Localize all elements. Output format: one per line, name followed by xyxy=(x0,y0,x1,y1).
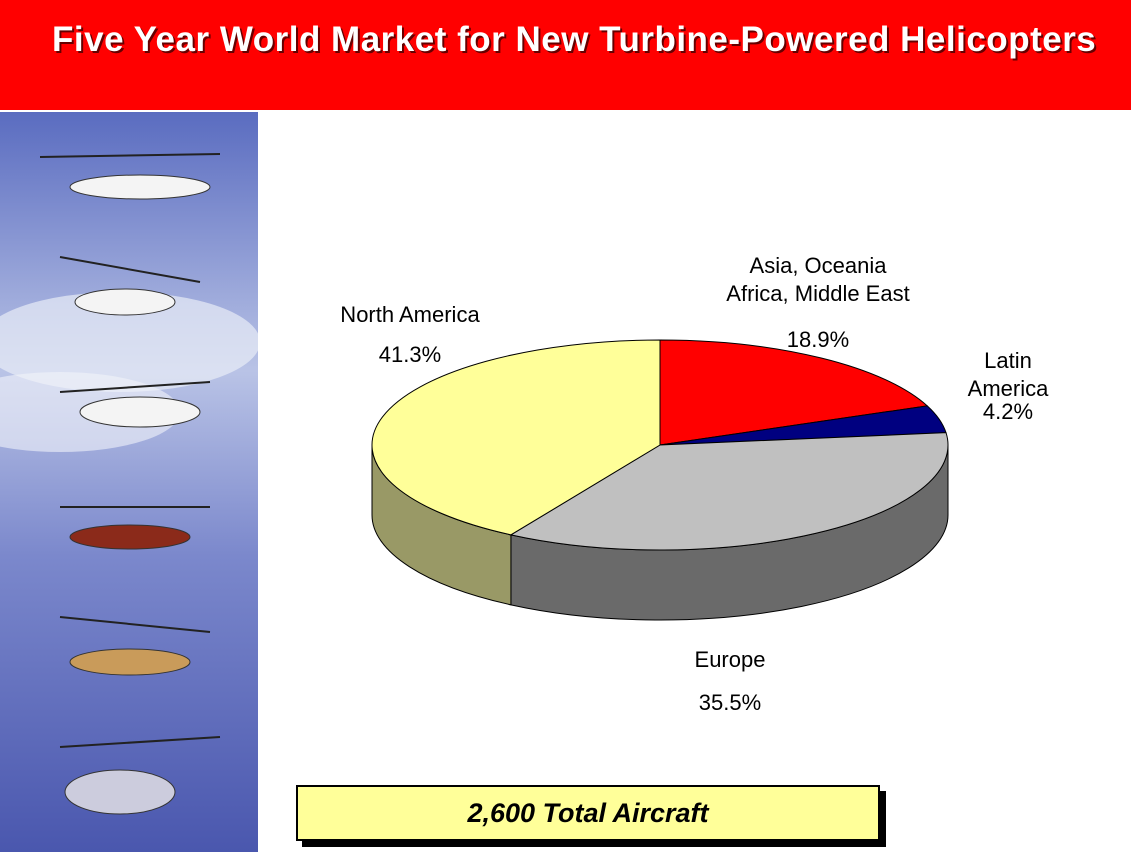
pie-slice xyxy=(509,432,949,551)
slice-value-label: 4.2% xyxy=(982,399,1034,424)
slice-label: Latin America xyxy=(967,348,1049,401)
slice-label: North America xyxy=(340,302,480,327)
pie-slice xyxy=(659,339,929,446)
slice-value-label: 41.3% xyxy=(378,342,442,367)
slice-label: Europe xyxy=(694,647,766,672)
slide-title: Five Year World Market for New Turbine-P… xyxy=(0,0,1131,110)
slice-label: Asia, Oceania Africa, Middle East xyxy=(726,253,910,306)
slice-value-label: 35.5% xyxy=(698,690,762,715)
annotation: 2,600 Total Aircraft xyxy=(296,785,880,841)
pie-slice xyxy=(371,339,661,536)
slice-value-label: 18.9% xyxy=(786,327,850,352)
helicopter-panel xyxy=(0,112,258,852)
